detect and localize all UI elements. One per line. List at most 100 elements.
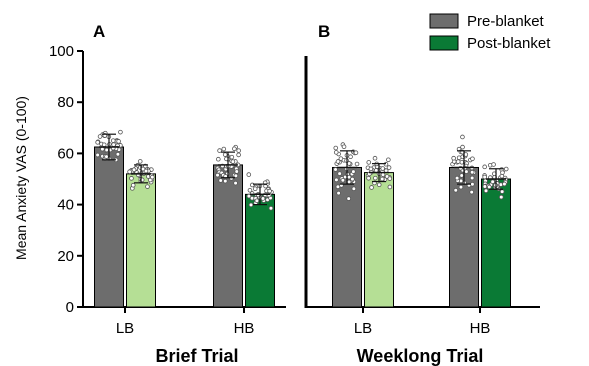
data-point: [470, 181, 475, 187]
data-point: [140, 166, 146, 172]
y-tick-label: 60: [57, 145, 74, 162]
data-point: [482, 174, 487, 180]
data-point: [500, 170, 505, 175]
data-point: [95, 140, 100, 145]
data-point: [254, 198, 260, 204]
data-point: [100, 146, 105, 152]
data-point: [460, 134, 465, 140]
data-point: [129, 176, 134, 181]
x-tick-label: LB: [354, 320, 372, 337]
data-point: [218, 178, 223, 183]
data-point: [127, 169, 132, 174]
data-point: [137, 159, 143, 164]
data-point: [366, 175, 371, 181]
data-point: [115, 152, 121, 157]
data-point: [101, 142, 107, 148]
data-point: [376, 182, 382, 188]
legend: Pre-blanket Post-blanket: [429, 13, 551, 52]
data-point: [369, 185, 374, 190]
data-point: [335, 184, 341, 190]
data-point: [379, 176, 385, 182]
data-point: [482, 184, 488, 189]
data-point: [453, 187, 459, 193]
data-point: [483, 188, 489, 194]
bar: [364, 172, 394, 308]
data-point: [469, 189, 474, 195]
data-point: [246, 172, 252, 177]
data-point: [346, 179, 352, 185]
data-point: [458, 184, 464, 190]
bar: [481, 178, 511, 308]
data-point: [221, 146, 227, 152]
data-point: [351, 186, 357, 192]
data-point: [498, 194, 504, 200]
data-point: [234, 169, 240, 174]
data-point: [490, 179, 495, 185]
bar: [213, 164, 243, 308]
legend-label: Post-blanket: [467, 35, 551, 52]
data-points: [95, 129, 509, 211]
data-point: [215, 172, 220, 178]
x-tick-label: HB: [470, 320, 491, 337]
data-point: [487, 184, 492, 190]
data-point: [502, 181, 507, 187]
data-point: [95, 152, 100, 158]
data-point: [334, 177, 339, 183]
error-bars: [99, 133, 506, 206]
data-point: [111, 142, 116, 147]
data-point: [267, 188, 272, 194]
panel-letter: B: [318, 22, 330, 41]
bar: [94, 146, 124, 308]
panel-title: Weeklong Trial: [357, 346, 484, 366]
data-point: [230, 159, 236, 164]
data-point: [354, 161, 360, 167]
data-point: [482, 164, 487, 170]
data-point: [145, 184, 150, 189]
bar: [245, 193, 275, 308]
data-point: [503, 166, 509, 172]
data-point: [372, 155, 378, 161]
data-point: [97, 134, 103, 139]
data-point: [366, 160, 372, 165]
data-point: [380, 166, 386, 171]
y-tick-label: 0: [66, 299, 74, 316]
data-point: [470, 156, 475, 162]
data-point: [456, 155, 462, 161]
data-point: [222, 152, 228, 157]
data-point: [247, 187, 253, 193]
data-point: [350, 176, 355, 182]
data-point: [216, 156, 221, 162]
data-point: [236, 152, 241, 158]
data-point: [335, 159, 341, 164]
data-point: [104, 154, 109, 159]
data-point: [229, 154, 235, 160]
legend-swatch: [429, 35, 459, 51]
data-point: [233, 173, 239, 179]
data-point: [246, 193, 252, 199]
data-point: [386, 157, 391, 163]
data-point: [459, 173, 464, 178]
data-point: [373, 168, 379, 173]
data-point: [499, 189, 505, 194]
data-point: [351, 169, 356, 174]
data-point: [130, 182, 136, 188]
data-point: [131, 167, 137, 173]
data-point: [454, 175, 460, 181]
data-point: [491, 162, 496, 167]
data-point: [368, 166, 374, 172]
data-point: [336, 190, 341, 196]
x-tick-label: HB: [234, 320, 255, 337]
x-tick-label: LB: [116, 320, 134, 337]
y-tick-label: 20: [57, 248, 74, 265]
data-point: [333, 150, 339, 155]
data-point: [469, 175, 475, 181]
bar: [332, 166, 362, 308]
data-point: [353, 150, 359, 156]
data-point: [387, 176, 393, 181]
bar: [449, 166, 479, 308]
data-point: [333, 145, 339, 151]
data-point: [386, 165, 392, 170]
data-point: [217, 148, 222, 153]
data-point: [460, 144, 465, 150]
